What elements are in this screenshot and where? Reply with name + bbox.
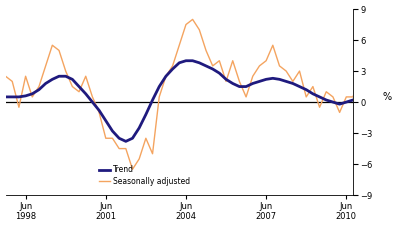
- Legend: Trend, Seasonally adjusted: Trend, Seasonally adjusted: [99, 165, 190, 186]
- Y-axis label: %: %: [382, 92, 391, 102]
